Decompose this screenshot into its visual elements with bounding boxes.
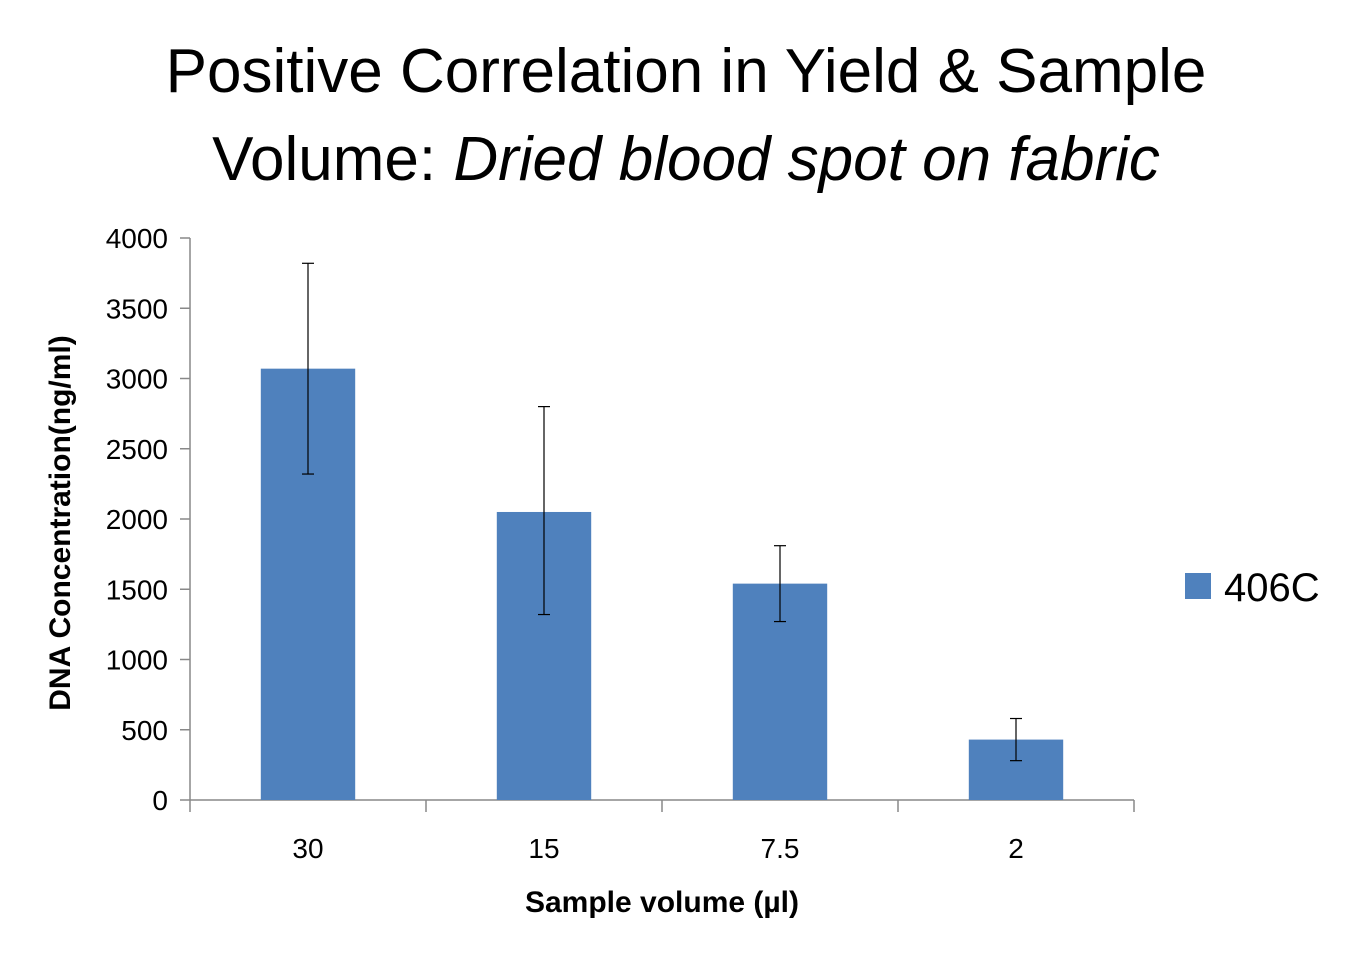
- error-bar: [1010, 717, 1022, 762]
- y-axis: 0 500 1000 1500 2000 2500 3000 3500 4000: [106, 223, 191, 816]
- x-tick-label: 2: [1008, 833, 1024, 864]
- y-tick-label: 2000: [106, 504, 168, 535]
- x-tick-label: 15: [528, 833, 559, 864]
- chart-title-line-2-plain: Volume:: [212, 125, 454, 194]
- bars: [260, 368, 1064, 800]
- y-tick-label: 3500: [106, 293, 168, 324]
- chart-title-line-2-italic: Dried blood spot on fabric: [453, 125, 1160, 194]
- legend: 406C: [1185, 566, 1320, 610]
- y-tick-label: 500: [121, 715, 168, 746]
- y-axis-title: DNA Concentration(ng/ml): [44, 335, 77, 711]
- chart-title-line-2: Volume: Dried blood spot on fabric: [0, 116, 1372, 204]
- legend-label-406c: 406C: [1224, 566, 1320, 610]
- legend-swatch-406c: [1185, 573, 1211, 599]
- y-tick-label: 3000: [106, 364, 168, 395]
- y-tick-label: 1500: [106, 574, 168, 605]
- error-bar: [538, 406, 550, 616]
- error-bar: [774, 545, 786, 623]
- y-tick-label: 1000: [106, 645, 168, 676]
- y-tick-label: 2500: [106, 434, 168, 465]
- x-tick-label: 7.5: [761, 833, 800, 864]
- chart-title-line-1: Positive Correlation in Yield & Sample: [165, 37, 1207, 106]
- y-tick-label: 0: [152, 785, 168, 816]
- chart-title: Positive Correlation in Yield & Sample V…: [0, 28, 1372, 204]
- error-bar: [302, 262, 314, 475]
- error-bars: [302, 262, 1022, 762]
- x-axis: 30 15 7.5 2: [189, 799, 1135, 864]
- x-axis-title: Sample volume (µl): [525, 886, 799, 919]
- y-tick-label: 4000: [106, 223, 168, 254]
- x-tick-label: 30: [292, 833, 323, 864]
